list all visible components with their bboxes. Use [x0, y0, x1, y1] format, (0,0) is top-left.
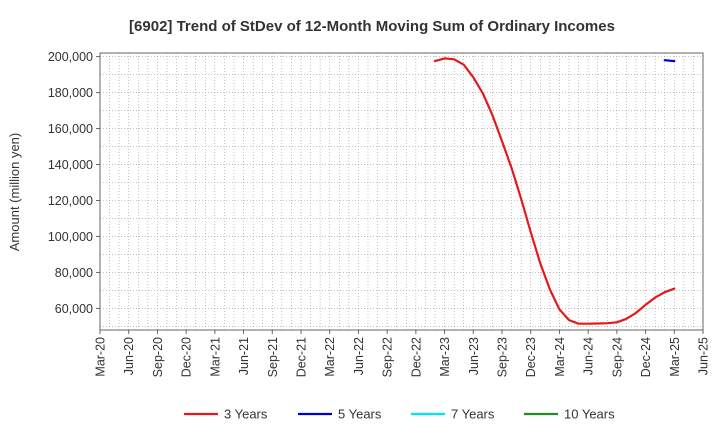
x-tick-label: Mar-23 [438, 337, 452, 377]
x-tick-label: Dec-22 [409, 337, 423, 377]
y-tick-label: 180,000 [48, 86, 93, 100]
x-tick-label: Jun-25 [697, 337, 711, 375]
y-axis-ticks: 60,000 80,000 100,000 120,000 140,000 160,000… [48, 50, 100, 316]
x-tick-label: Jun-22 [352, 337, 366, 375]
x-tick-label: Mar-24 [553, 337, 567, 377]
x-tick-label: Sep-21 [266, 337, 280, 377]
x-tick-label: Mar-22 [323, 337, 337, 377]
series-lines [433, 57, 676, 325]
y-axis-label: Amount (million yen) [7, 133, 22, 252]
legend-label-7-years: 7 Years [451, 407, 495, 422]
y-tick-label: 160,000 [48, 122, 93, 136]
x-tick-label: Mar-25 [668, 337, 682, 377]
legend-label-5-years: 5 Years [338, 407, 382, 422]
x-tick-label: Dec-24 [639, 337, 653, 377]
grid-lines [100, 53, 703, 330]
x-tick-label: Dec-23 [524, 337, 538, 377]
x-tick-label: Mar-20 [94, 337, 108, 377]
x-tick-label: Sep-24 [610, 337, 624, 377]
legend-label-10-years: 10 Years [564, 407, 615, 422]
y-tick-label: 60,000 [55, 302, 93, 316]
y-tick-label: 80,000 [55, 266, 93, 280]
x-tick-label: Dec-20 [180, 337, 194, 377]
x-tick-label: Jun-24 [582, 337, 596, 375]
x-tick-label: Mar-21 [208, 337, 222, 377]
x-axis-ticks: Mar-20 Jun-20 Sep-20 Dec-20 Mar-21 Jun-21 Sep-… [94, 330, 711, 377]
y-tick-label: 100,000 [48, 230, 93, 244]
legend-label-3-years: 3 Years [224, 407, 268, 422]
series-line-5-years [663, 59, 676, 63]
x-tick-label: Jun-21 [237, 337, 251, 375]
series-line-3-years [433, 57, 676, 325]
legend: 3 Years 5 Years 7 Years 10 Years [184, 407, 615, 422]
x-tick-label: Sep-22 [381, 337, 395, 377]
x-tick-label: Sep-23 [496, 337, 510, 377]
y-tick-label: 200,000 [48, 50, 93, 64]
y-tick-label: 140,000 [48, 158, 93, 172]
x-tick-label: Sep-20 [151, 337, 165, 377]
x-tick-label: Jun-20 [122, 337, 136, 375]
x-tick-label: Jun-23 [467, 337, 481, 375]
chart-title: [6902] Trend of StDev of 12-Month Moving… [129, 18, 615, 35]
x-tick-label: Dec-21 [295, 337, 309, 377]
y-tick-label: 120,000 [48, 194, 93, 208]
plot-area-frame [99, 52, 704, 331]
